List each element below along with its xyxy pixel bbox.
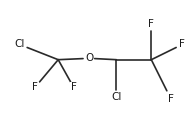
Text: F: F xyxy=(168,94,174,104)
Text: F: F xyxy=(179,39,185,49)
Text: F: F xyxy=(148,19,154,29)
Text: Cl: Cl xyxy=(14,39,25,49)
Text: Cl: Cl xyxy=(111,92,122,102)
Text: F: F xyxy=(71,82,77,93)
Text: F: F xyxy=(32,82,38,93)
Text: O: O xyxy=(85,53,93,63)
